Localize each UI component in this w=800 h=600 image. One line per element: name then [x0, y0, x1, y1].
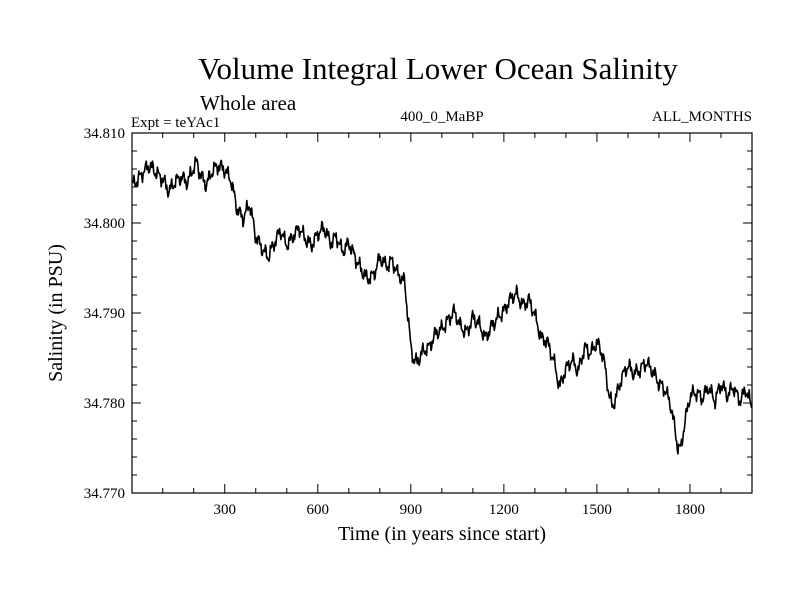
y-tick-label-2: 34.790 — [84, 306, 125, 322]
x-tick-label-1800: 1800 — [675, 502, 705, 518]
x-tick-label-1500: 1500 — [582, 502, 612, 518]
y-tick-label-3: 34.800 — [84, 216, 125, 232]
months-label: ALL_MONTHS — [652, 109, 752, 125]
x-tick-label-600: 600 — [307, 502, 330, 518]
period-label: 400_0_MaBP — [400, 109, 483, 125]
plot-frame — [131, 132, 753, 494]
y-tick-label-0: 34.770 — [84, 486, 125, 502]
x-tick-label-1200: 1200 — [489, 502, 519, 518]
y-tick-label-4: 34.810 — [84, 126, 125, 142]
x-axis-ticks: 300 600 900 1200 1500 1800 — [162, 133, 722, 518]
x-tick-label-300: 300 — [213, 502, 236, 518]
chart-subtitle: Whole area — [200, 91, 297, 115]
salinity-series-line — [131, 156, 753, 455]
x-tick-label-900: 900 — [400, 502, 423, 518]
chart-title: Volume Integral Lower Ocean Salinity — [198, 51, 678, 86]
y-tick-label-1: 34.780 — [84, 396, 125, 412]
y-axis-label: Salinity (in PSU) — [45, 244, 67, 382]
experiment-label: Expt = teYAc1 — [131, 115, 220, 131]
x-axis-label: Time (in years since start) — [338, 523, 546, 545]
y-axis-ticks: 34.770 34.780 34.790 34.800 34.810 — [84, 126, 752, 502]
